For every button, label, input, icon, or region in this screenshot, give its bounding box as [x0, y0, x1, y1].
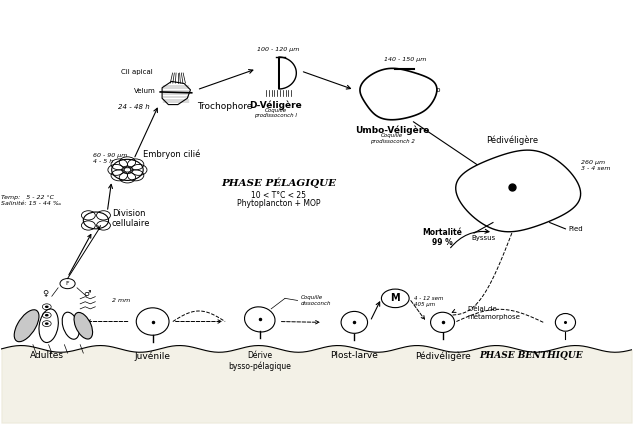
Text: Temp:   5 - 22 °C
Salinité: 15 - 44 ‰: Temp: 5 - 22 °C Salinité: 15 - 44 ‰ — [1, 195, 62, 206]
Polygon shape — [162, 81, 191, 105]
Text: Umbo: Umbo — [420, 87, 441, 93]
Text: Pied: Pied — [568, 226, 583, 232]
Ellipse shape — [244, 307, 275, 332]
Text: 4 - 12 sem
405 µm: 4 - 12 sem 405 µm — [414, 296, 444, 307]
Text: Umbo-Véligère: Umbo-Véligère — [355, 126, 429, 135]
Circle shape — [45, 306, 49, 308]
Text: 10 < T°C < 25: 10 < T°C < 25 — [251, 191, 306, 200]
Text: Oeil: Oeil — [522, 181, 536, 190]
Text: Coquille
prodissoconch I: Coquille prodissoconch I — [254, 108, 297, 118]
Text: Embryon cilié: Embryon cilié — [143, 150, 201, 159]
Text: D-Véligère: D-Véligère — [249, 100, 302, 110]
Text: F: F — [66, 281, 70, 286]
Ellipse shape — [341, 311, 368, 333]
Text: Coquille
dissoconch: Coquille dissoconch — [301, 295, 331, 306]
Text: ♀: ♀ — [42, 289, 49, 298]
Text: Dérive
bysso-pélagique: Dérive bysso-pélagique — [229, 351, 291, 371]
Ellipse shape — [74, 312, 92, 339]
Ellipse shape — [62, 312, 79, 339]
Text: 100 - 120 µm: 100 - 120 µm — [258, 47, 300, 52]
Text: Adultes: Adultes — [30, 351, 65, 360]
Ellipse shape — [39, 309, 58, 343]
Ellipse shape — [14, 310, 39, 342]
Text: Phytoplancton + MOP: Phytoplancton + MOP — [237, 199, 320, 208]
Ellipse shape — [555, 313, 575, 331]
Text: 24 - 48 h: 24 - 48 h — [118, 104, 150, 110]
Ellipse shape — [430, 312, 454, 332]
Circle shape — [45, 314, 49, 316]
Text: 60 - 90 µm
4 - 5 h: 60 - 90 µm 4 - 5 h — [93, 153, 127, 164]
Text: Coquille
prodissoconch 2: Coquille prodissoconch 2 — [370, 133, 415, 144]
Text: Mortalité
99 %: Mortalité 99 % — [423, 228, 463, 247]
Text: 2 mm: 2 mm — [112, 298, 130, 303]
Text: 140 - 150 µm: 140 - 150 µm — [384, 58, 426, 62]
Ellipse shape — [136, 308, 169, 335]
Text: Cil apical: Cil apical — [121, 69, 153, 75]
Text: Plost-larve: Plost-larve — [330, 351, 379, 360]
Text: Division
cellulaire: Division cellulaire — [111, 209, 150, 228]
Text: Byssus: Byssus — [472, 235, 496, 241]
Text: ♂: ♂ — [84, 289, 91, 298]
Circle shape — [45, 322, 49, 325]
Text: 260 µm
3 - 4 sem: 260 µm 3 - 4 sem — [581, 160, 611, 171]
Text: Velum: Velum — [134, 88, 156, 94]
Polygon shape — [360, 68, 437, 120]
Polygon shape — [456, 150, 580, 232]
Text: PHASE PÉLAGIQUE: PHASE PÉLAGIQUE — [221, 177, 336, 188]
Text: M: M — [391, 293, 400, 303]
Text: PHASE BENTHIQUE: PHASE BENTHIQUE — [479, 351, 582, 360]
Text: Trochophore: Trochophore — [197, 102, 252, 111]
Text: Pédivéligère: Pédivéligère — [486, 136, 538, 145]
Text: Délai de
métamorphose: Délai de métamorphose — [468, 306, 520, 320]
Polygon shape — [279, 57, 296, 89]
Text: Juvénile: Juvénile — [135, 351, 171, 360]
Text: Pédivéligère: Pédivéligère — [415, 351, 470, 360]
